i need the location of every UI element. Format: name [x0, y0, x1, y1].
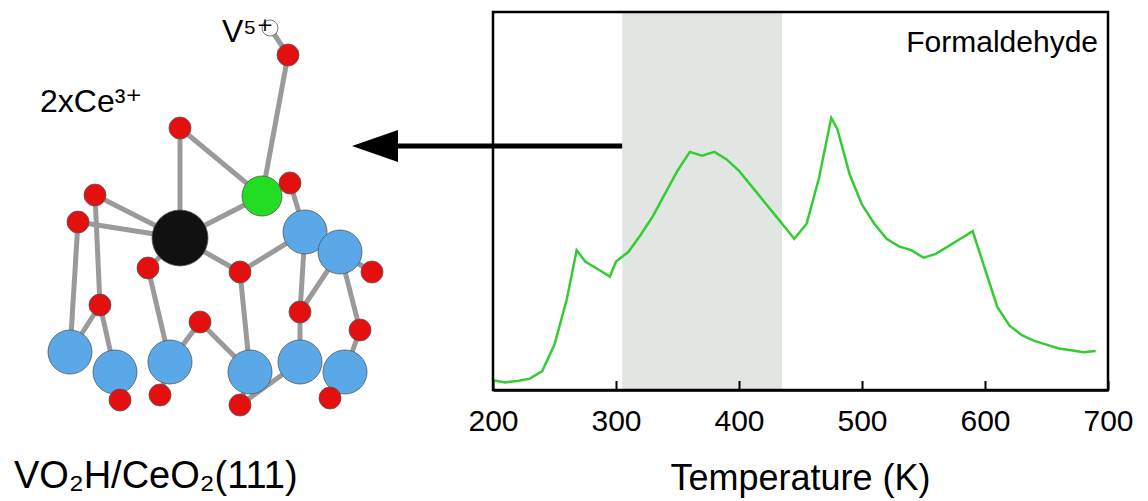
molecule-illustration — [48, 20, 383, 416]
bond — [95, 195, 100, 305]
atom — [89, 294, 111, 316]
atom — [319, 387, 341, 409]
annotation: 2xCe³⁺ — [40, 83, 142, 119]
atom — [169, 117, 191, 139]
plot-frame — [493, 12, 1108, 390]
x-tick: 500 — [837, 381, 887, 437]
atom — [149, 384, 171, 406]
x-tick-mark — [985, 381, 987, 390]
atom — [361, 261, 383, 283]
atom — [229, 261, 251, 283]
atom — [137, 257, 159, 279]
plot-area — [493, 12, 1096, 390]
annotation: VO₂H/CeO₂(111) — [14, 454, 298, 496]
x-tick-label: 400 — [714, 404, 764, 437]
atom — [109, 389, 131, 411]
atom — [349, 319, 371, 341]
x-tick: 200 — [468, 381, 518, 437]
data-line — [493, 118, 1096, 383]
x-tick-label: 600 — [960, 404, 1010, 437]
x-tick-mark — [739, 381, 741, 390]
shaded-range — [622, 12, 782, 390]
x-tick: 700 — [1083, 381, 1133, 437]
atom — [279, 172, 301, 194]
chart-title: Formaldehyde — [906, 25, 1098, 58]
x-tick: 400 — [714, 381, 764, 437]
atom — [48, 330, 92, 374]
x-axis-title: Temperature (K) — [670, 457, 930, 498]
x-tick: 300 — [591, 381, 641, 437]
x-axis: 200 300 400 500 600 700 — [468, 381, 1133, 437]
x-tick-label: 500 — [837, 404, 887, 437]
annotation: V⁵⁺ — [222, 13, 274, 49]
atom — [278, 340, 322, 384]
x-tick-mark — [493, 381, 495, 390]
atom — [277, 44, 299, 66]
atom — [148, 340, 192, 384]
atom — [152, 210, 208, 266]
atom — [318, 230, 362, 274]
x-tick: 600 — [960, 381, 1010, 437]
x-tick-mark — [1108, 381, 1110, 390]
atom — [228, 350, 272, 394]
x-axis-line — [494, 389, 1109, 392]
figure: V⁵⁺ 2xCe³⁺ VO₂H/CeO₂(111) 200 300 400 500 600 70… — [0, 0, 1148, 501]
x-tick-mark — [616, 381, 618, 390]
x-tick-label: 700 — [1083, 404, 1133, 437]
atom — [242, 176, 282, 216]
x-tick-label: 300 — [591, 404, 641, 437]
arrow-head — [352, 130, 398, 162]
atom — [67, 211, 89, 233]
atom — [84, 184, 106, 206]
x-tick-label: 200 — [468, 404, 518, 437]
x-tick-mark — [862, 381, 864, 390]
atom — [289, 301, 311, 323]
arrow — [392, 144, 662, 149]
atom — [229, 394, 251, 416]
atom — [189, 311, 211, 333]
atom — [93, 350, 137, 394]
